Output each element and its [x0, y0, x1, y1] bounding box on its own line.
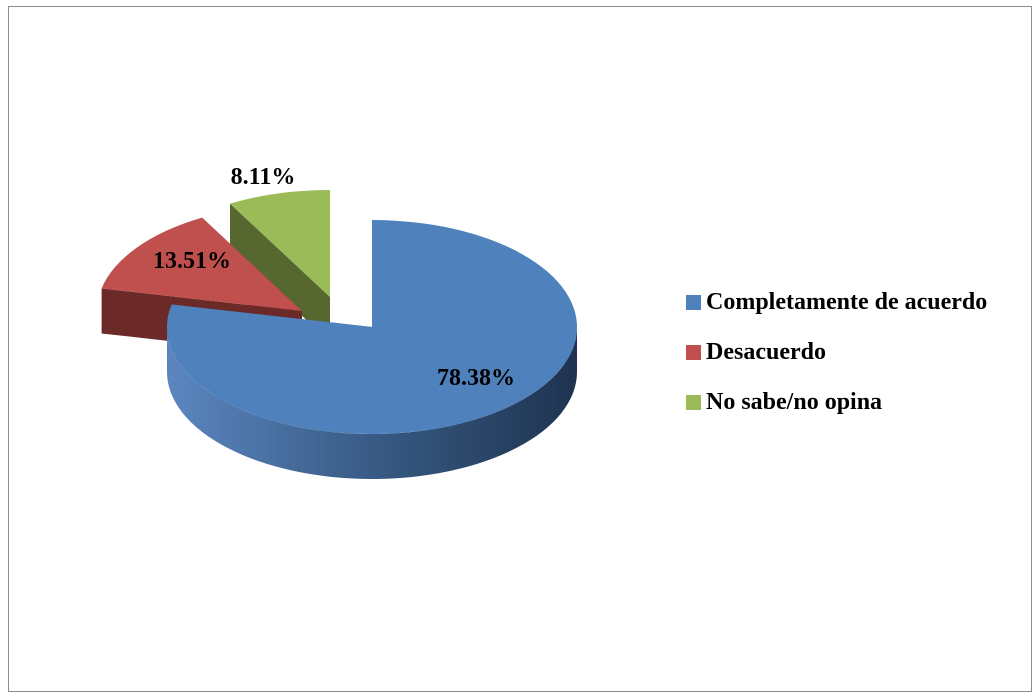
legend-label: Desacuerdo — [706, 338, 826, 365]
slice-no-sabe — [230, 190, 330, 297]
pie-tops — [101, 190, 577, 434]
legend-label: No sabe/no opina — [706, 388, 883, 415]
data-label-no-sabe: 8.11% — [231, 164, 296, 190]
slice-completamente — [167, 220, 577, 434]
slice-desacuerdo — [101, 217, 302, 311]
legend-swatch-blue — [686, 294, 701, 310]
legend: Completamente de acuerdo Desacuerdo No s… — [686, 288, 988, 440]
legend-swatch-green — [686, 394, 701, 410]
legend-label: Completamente de acuerdo — [706, 288, 988, 315]
slice-completamente-side — [167, 327, 577, 479]
slice-no-sabe-wall-start — [230, 203, 330, 342]
legend-item-desacuerdo: Desacuerdo — [686, 338, 987, 365]
legend-swatch-red — [686, 344, 701, 360]
data-label-desacuerdo: 13.51% — [153, 248, 231, 274]
pie-labels: 78.38% 13.51% 8.11% — [153, 164, 515, 391]
data-label-completamente: 78.38% — [437, 365, 515, 391]
legend-item-no-sabe: No sabe/no opina — [686, 388, 987, 415]
legend-item-completamente: Completamente de acuerdo — [686, 288, 988, 315]
